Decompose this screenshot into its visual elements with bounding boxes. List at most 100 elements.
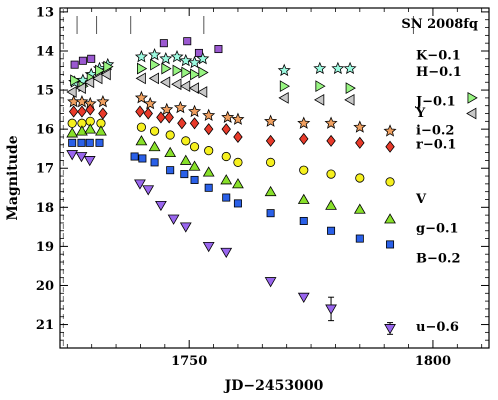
data-point xyxy=(202,241,215,253)
data-point xyxy=(343,61,357,75)
data-point xyxy=(68,138,77,147)
data-point xyxy=(142,185,155,196)
data-point xyxy=(297,193,310,204)
data-point xyxy=(264,277,277,288)
x-axis: 1750 1800 xyxy=(66,8,483,369)
series-g-0-1 xyxy=(66,123,396,224)
data-point xyxy=(164,111,174,124)
band-label: J−0.1 xyxy=(415,95,456,110)
data-point xyxy=(355,173,365,183)
series-k-0-1 xyxy=(70,37,223,69)
data-point xyxy=(83,156,96,167)
data-point xyxy=(83,76,95,89)
data-point xyxy=(155,200,167,212)
data-point xyxy=(66,127,79,138)
band-label: g−0.1 xyxy=(416,222,459,237)
data-point xyxy=(355,136,365,149)
data-point xyxy=(95,138,104,147)
data-point xyxy=(265,157,276,167)
data-point xyxy=(137,62,148,75)
data-point xyxy=(189,142,200,152)
data-point xyxy=(134,50,148,63)
data-point xyxy=(143,96,157,110)
data-point xyxy=(204,146,214,156)
data-point xyxy=(188,55,202,69)
data-point xyxy=(385,177,395,187)
data-point xyxy=(148,140,161,152)
data-point xyxy=(68,105,79,118)
band-label: u−0.6 xyxy=(416,320,459,335)
x-tick-label: 1800 xyxy=(415,354,451,369)
data-point xyxy=(66,86,77,98)
y-tick-label: 20 xyxy=(36,279,54,294)
data-point xyxy=(188,160,201,171)
band-label: H−0.1 xyxy=(416,65,462,80)
band-label: i−0.2 xyxy=(416,123,454,138)
band-label: V xyxy=(415,192,427,207)
data-point xyxy=(264,185,277,197)
data-point xyxy=(384,324,396,335)
data-point xyxy=(196,51,210,65)
data-point xyxy=(203,123,214,136)
data-point xyxy=(299,132,309,145)
data-point xyxy=(135,135,148,146)
data-point xyxy=(95,125,107,136)
chart-title: SN 2008fq xyxy=(401,17,478,32)
data-point xyxy=(221,151,231,162)
data-point xyxy=(180,170,189,179)
data-point xyxy=(150,58,161,71)
data-point xyxy=(130,152,139,161)
data-point xyxy=(188,82,199,95)
data-point xyxy=(181,66,192,79)
data-point xyxy=(221,110,235,123)
data-point xyxy=(135,105,145,118)
y-tick-label: 18 xyxy=(36,201,54,216)
data-point xyxy=(324,116,338,129)
data-point xyxy=(315,80,326,93)
data-point xyxy=(233,199,242,208)
data-point xyxy=(136,122,147,132)
data-point xyxy=(70,74,81,87)
data-point xyxy=(325,199,337,210)
data-point xyxy=(179,53,193,67)
data-point xyxy=(87,54,96,63)
series-u-0-6 xyxy=(66,150,396,335)
data-point xyxy=(190,68,201,81)
data-point xyxy=(198,66,209,79)
series-v xyxy=(67,116,395,187)
data-point xyxy=(232,178,244,189)
data-point xyxy=(355,234,364,243)
data-point xyxy=(75,94,89,108)
data-point xyxy=(266,209,275,218)
data-point xyxy=(166,166,175,175)
data-point xyxy=(326,169,336,179)
data-point xyxy=(202,166,215,177)
data-point xyxy=(214,45,223,54)
data-point xyxy=(75,82,86,95)
data-point xyxy=(134,91,148,104)
x-axis-title: JD−2453000 xyxy=(223,378,324,394)
data-point xyxy=(345,82,356,95)
data-point xyxy=(92,72,103,85)
spectrum-epoch-ticks xyxy=(76,16,414,34)
plot-frame xyxy=(59,7,490,349)
data-point xyxy=(384,213,396,224)
data-point xyxy=(98,107,108,120)
data-point xyxy=(383,124,397,137)
data-point xyxy=(179,80,191,93)
data-point xyxy=(385,140,395,153)
data-point xyxy=(96,94,110,108)
data-point xyxy=(143,107,153,120)
data-point xyxy=(167,214,180,225)
data-point xyxy=(148,48,162,61)
data-point xyxy=(326,134,336,147)
data-point xyxy=(466,107,477,120)
data-point xyxy=(156,111,166,124)
data-point xyxy=(221,123,231,136)
data-point xyxy=(165,130,175,140)
y-tick-label: 19 xyxy=(36,240,54,255)
data-point xyxy=(233,130,243,144)
data-point xyxy=(353,203,366,214)
data-point xyxy=(100,68,111,81)
data-point xyxy=(103,60,114,73)
